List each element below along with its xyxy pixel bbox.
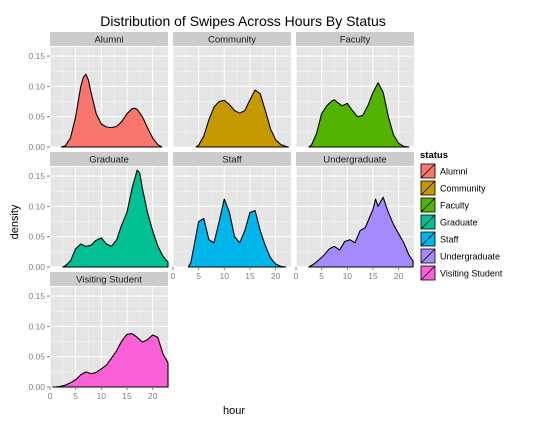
y-tick-label: 0.00 — [28, 262, 45, 272]
legend-label: Visiting Student — [440, 269, 503, 279]
x-tick-label: 5 — [73, 391, 78, 401]
facet-faculty: Faculty — [295, 32, 414, 148]
density-area-alumni — [60, 73, 163, 148]
x-tick-label: 5 — [319, 271, 324, 281]
legend-key-slash — [420, 163, 436, 179]
legend-item-undergraduate: Undergraduate — [419, 247, 500, 265]
facet-strip-label: Staff — [222, 155, 242, 166]
legend-key-slash — [420, 265, 436, 281]
x-tick-label: 15 — [122, 391, 132, 401]
legend: status Alumni Community Faculty Graduate Sta… — [419, 150, 503, 282]
y-tick-label: 0.15 — [28, 171, 45, 181]
facet-strip — [50, 32, 168, 46]
density-area-graduate — [62, 169, 169, 268]
density-area-community — [195, 89, 289, 148]
facet-strip-label: Alumni — [94, 35, 123, 46]
x-tick-label: 15 — [368, 271, 378, 281]
x-tick-label: 20 — [394, 271, 404, 281]
y-tick-label: 0.15 — [28, 51, 45, 61]
y-tick-label: 0.05 — [28, 232, 45, 242]
y-tick-label: 0.10 — [28, 201, 45, 211]
legend-label: Graduate — [440, 218, 478, 228]
facet-strip — [173, 152, 291, 166]
x-tick-label: 20 — [148, 391, 158, 401]
legend-title: status — [420, 150, 448, 161]
legend-item-faculty: Faculty — [419, 196, 470, 214]
legend-label: Faculty — [440, 201, 470, 211]
x-tick-label: 10 — [97, 391, 107, 401]
facet-strip-label: Graduate — [89, 155, 129, 166]
facet-alumni: Alumni 0.00 0.05 0.10 0.15 — [28, 32, 168, 152]
facet-strip-label: Undergraduate — [323, 155, 386, 166]
density-area-undergraduate — [308, 196, 414, 268]
legend-item-graduate: Graduate — [419, 213, 478, 231]
legend-item-staff: Staff — [419, 230, 459, 248]
facet-visiting-student: Visiting Student 0.00 0.05 0.10 0.15 0 5 10 15 20 — [28, 272, 169, 401]
chart-title: Distribution of Swipes Across Hours By S… — [100, 13, 386, 29]
y-tick-label: 0.05 — [28, 112, 45, 122]
legend-label: Alumni — [440, 167, 468, 177]
facet-strip-label: Faculty — [340, 35, 371, 46]
legend-key-slash — [420, 214, 436, 230]
x-axis-title: hour — [223, 405, 245, 417]
density-area-visiting-student — [52, 333, 169, 388]
x-tick-label: 5 — [196, 271, 201, 281]
facet-strip — [50, 272, 168, 286]
facet-strip — [296, 152, 414, 166]
legend-key-slash — [420, 248, 436, 264]
legend-key-slash — [420, 197, 436, 213]
x-tick-label: 20 — [271, 271, 281, 281]
legend-label: Undergraduate — [440, 252, 500, 262]
legend-label: Community — [440, 184, 486, 194]
legend-item-alumni: Alumni — [419, 162, 468, 180]
facet-graduate: Graduate 0.00 0.05 0.10 0.15 — [28, 152, 169, 272]
facet-panels: Alumni 0.00 0.05 0.10 0.15 Community Faculty Gr… — [28, 32, 414, 401]
x-tick-label: 0 — [171, 271, 176, 281]
x-tick-label: 10 — [220, 271, 230, 281]
y-tick-label: 0.00 — [28, 142, 45, 152]
legend-label: Staff — [440, 235, 459, 245]
x-tick-label: 0 — [48, 391, 53, 401]
y-tick-label: 0.10 — [28, 81, 45, 91]
y-tick-label: 0.00 — [28, 382, 45, 392]
facet-strip — [50, 152, 168, 166]
x-tick-label: 0 — [294, 271, 299, 281]
facet-staff: Staff 0 5 10 15 20 — [171, 152, 291, 281]
x-tick-label: 15 — [245, 271, 255, 281]
legend-item-community: Community — [419, 179, 486, 197]
y-axis-title: density — [9, 204, 21, 239]
density-area-faculty — [308, 82, 410, 148]
density-area-staff — [187, 198, 287, 268]
facet-undergraduate: Undergraduate 0 5 10 15 20 — [294, 152, 414, 281]
legend-key-slash — [420, 231, 436, 247]
y-tick-label: 0.15 — [28, 291, 45, 301]
facet-strip-label: Community — [208, 35, 256, 46]
facet-strip — [296, 32, 414, 46]
facet-community: Community — [172, 32, 291, 148]
y-tick-label: 0.05 — [28, 352, 45, 362]
y-tick-label: 0.10 — [28, 321, 45, 331]
facet-strip-label: Visiting Student — [76, 275, 142, 286]
facet-strip — [173, 32, 291, 46]
x-tick-label: 10 — [343, 271, 353, 281]
legend-item-visiting-student: Visiting Student — [419, 264, 503, 282]
legend-key-slash — [420, 180, 436, 196]
